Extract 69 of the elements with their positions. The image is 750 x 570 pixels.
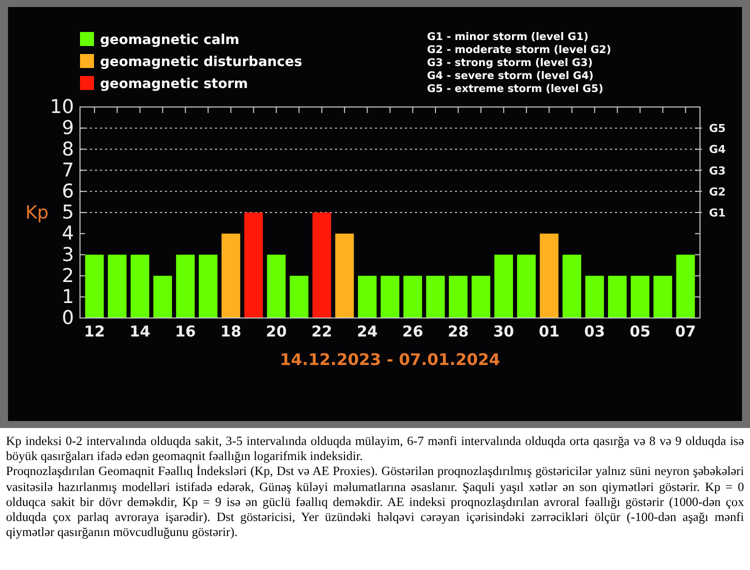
x-tick-label: 12 <box>84 322 105 341</box>
x-axis-title: 14.12.2023 - 07.01.2024 <box>280 350 500 369</box>
ref-line-label: G5 <box>709 122 726 136</box>
bar <box>676 254 695 318</box>
y-axis-title: Kp <box>25 202 49 224</box>
text: G4 - severe storm (level G4) <box>427 70 594 82</box>
y-tick-label: 9 <box>62 117 74 140</box>
x-tick-label: 22 <box>311 322 332 341</box>
bar <box>198 254 218 318</box>
legend-label: geomagnetic disturbances <box>100 54 302 70</box>
x-tick-label: 16 <box>174 322 196 341</box>
bar <box>130 254 150 318</box>
ref-line-label: G1 <box>709 206 726 220</box>
y-tick-label: 1 <box>62 286 74 308</box>
ref-line-label: G4 <box>709 143 726 156</box>
x-tick-label: 24 <box>356 322 378 341</box>
x-tick-label: 01 <box>538 322 560 341</box>
bar <box>358 276 377 318</box>
bar <box>380 276 400 318</box>
text: G1 - minor storm (level G1) <box>427 31 588 43</box>
bar <box>290 276 308 318</box>
x-tick-label: 20 <box>266 322 287 341</box>
x-tick-label: 07 <box>675 322 696 341</box>
y-tick-label: 3 <box>62 244 74 266</box>
bar <box>244 212 263 318</box>
bar <box>335 234 354 318</box>
x-tick-label: 28 <box>448 322 469 341</box>
bar <box>472 276 490 318</box>
bar <box>426 276 445 318</box>
y-tick-label: 2 <box>62 264 74 287</box>
bar <box>540 234 558 318</box>
x-tick-label: 05 <box>630 322 651 341</box>
y-tick-label: 6 <box>62 180 74 202</box>
bar <box>176 254 195 318</box>
y-tick-label: 10 <box>50 96 74 118</box>
x-tick-label: 14 <box>129 322 150 341</box>
x-tick-label: 30 <box>493 322 514 341</box>
y-tick-label: 5 <box>62 202 74 224</box>
y-tick-label: 0 <box>62 307 74 330</box>
text: Proqnozlaşdırılan Geomaqnit Fəallıq İndeksləri (Kp, Dst və AE Proxies). Göstərilən proqnozlaşdırılmış göstəricilər yalnız süni neyron şəbəkələri vasitəsilə hazırlanmış modelləri istifadə edərək, Günəş küləyi məlumatlarına əsaslanır. Şaquli yaşıl xətlər ən son qiymətləri göstərir. Kp = 0 olduqca sakit bir dövr deməkdir, Kp = 9 isə ən güclü fəallıq deməkdir. AE indeksi proqnozlaşdırılan avroral fəallığı göstərir (1000-dən çox olduqda çox parlaq avroraya işarədir). Dst göstəricisi, Yer üzündəki həlqəvi cərəyan içərisindəki zərrəcikləri ölçür (-100-dən aşağı mənfi qiymətlər qasırğanın mövcudluğunu göstərir). <box>6 464 744 540</box>
y-tick-label: 4 <box>62 222 74 245</box>
bar <box>85 254 104 318</box>
x-tick-label: 18 <box>220 322 242 341</box>
text: G5 - extreme storm (level G5) <box>427 83 604 95</box>
bar <box>312 212 332 318</box>
bar <box>108 254 127 318</box>
bar <box>222 234 240 318</box>
bar <box>153 276 172 318</box>
bar <box>585 276 604 318</box>
ref-line-label: G2 <box>709 185 726 198</box>
bar <box>403 276 422 318</box>
x-tick-label: 26 <box>402 322 424 341</box>
bar <box>448 276 468 318</box>
bar <box>562 254 582 318</box>
bar <box>630 276 650 318</box>
bar <box>608 276 627 318</box>
bar <box>494 254 513 318</box>
legend-label: geomagnetic storm <box>100 76 248 92</box>
y-tick-label: 7 <box>62 159 74 182</box>
legend-label: geomagnetic calm <box>100 32 240 48</box>
text: G2 - moderate storm (level G2) <box>427 44 612 56</box>
bar <box>267 254 286 318</box>
ref-line-label: G3 <box>709 164 726 178</box>
x-tick-label: 03 <box>584 322 606 341</box>
text: G3 - strong storm (level G3) <box>427 57 593 69</box>
text: Kp indeksi 0-2 intervalında olduqda sakit, 3-5 intervalında olduqda mülayim, 6-7 mənfi intervalında olduqda orta qasırğa və 8 və 9 olduqda isə böyük qasırğaları ifadə edən geomaqnit fəallığın logarifmik indeksidir. <box>6 434 744 464</box>
bar <box>653 276 672 318</box>
y-tick-label: 8 <box>62 138 74 160</box>
bar <box>517 254 536 318</box>
